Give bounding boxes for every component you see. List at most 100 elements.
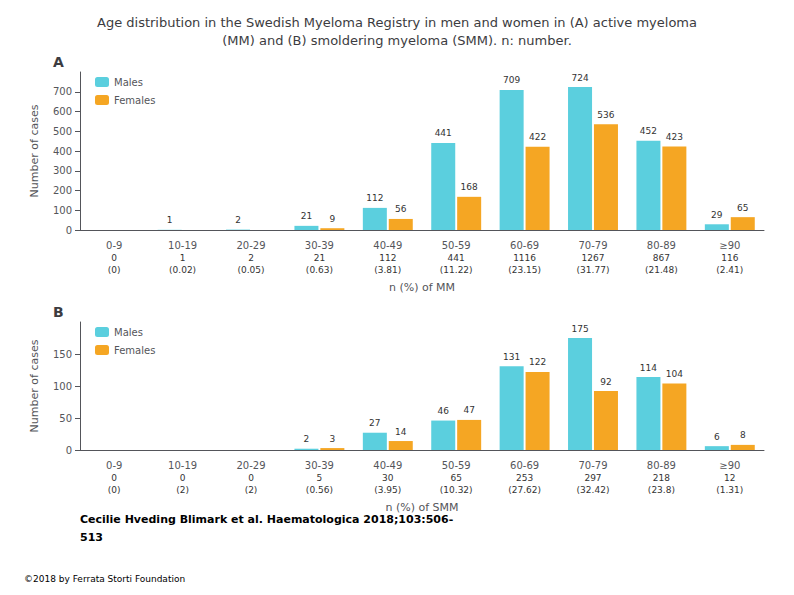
svg-text:30-39: 30-39 <box>305 460 334 471</box>
svg-text:60-69: 60-69 <box>510 240 539 251</box>
svg-text:1: 1 <box>167 215 173 225</box>
svg-text:92: 92 <box>600 377 611 387</box>
svg-text:(23.8): (23.8) <box>648 485 675 495</box>
svg-text:422: 422 <box>529 132 546 142</box>
svg-text:50-59: 50-59 <box>442 460 471 471</box>
svg-text:200: 200 <box>53 185 72 196</box>
svg-text:0: 0 <box>111 253 117 263</box>
svg-text:40-49: 40-49 <box>373 240 402 251</box>
svg-text:40-49: 40-49 <box>373 460 402 471</box>
svg-text:(32.42): (32.42) <box>577 485 610 495</box>
svg-text:21: 21 <box>301 211 312 221</box>
svg-text:70-79: 70-79 <box>578 460 607 471</box>
svg-text:300: 300 <box>53 165 72 176</box>
svg-text:(21.48): (21.48) <box>645 265 678 275</box>
svg-text:21: 21 <box>314 253 325 263</box>
svg-text:600: 600 <box>53 106 72 117</box>
svg-text:(31.77): (31.77) <box>577 265 610 275</box>
svg-text:10-19: 10-19 <box>168 240 197 251</box>
svg-text:Age distribution in the Swedis: Age distribution in the Swedish Myeloma … <box>97 15 697 30</box>
svg-text:0-9: 0-9 <box>106 240 122 251</box>
svg-text:Number of cases: Number of cases <box>28 104 41 197</box>
svg-text:30-39: 30-39 <box>305 240 334 251</box>
svg-text:(0.02): (0.02) <box>169 265 196 275</box>
svg-text:Males: Males <box>114 77 143 88</box>
svg-text:131: 131 <box>503 352 520 362</box>
svg-text:(23.15): (23.15) <box>508 265 541 275</box>
svg-text:100: 100 <box>53 205 72 216</box>
svg-text:1267: 1267 <box>582 253 605 263</box>
svg-text:65: 65 <box>450 473 461 483</box>
svg-text:423: 423 <box>666 132 683 142</box>
svg-text:0: 0 <box>248 473 254 483</box>
svg-text:(10.32): (10.32) <box>440 485 473 495</box>
svg-text:60-69: 60-69 <box>510 460 539 471</box>
svg-text:≥90: ≥90 <box>719 460 740 471</box>
svg-text:0: 0 <box>66 445 72 456</box>
svg-text:(0.05): (0.05) <box>237 265 264 275</box>
svg-text:441: 441 <box>448 253 465 263</box>
svg-text:Males: Males <box>114 327 143 338</box>
svg-text:0-9: 0-9 <box>106 460 122 471</box>
svg-text:(11.22): (11.22) <box>440 265 473 275</box>
svg-text:50: 50 <box>59 413 72 424</box>
svg-text:(27.62): (27.62) <box>508 485 541 495</box>
svg-text:150: 150 <box>53 349 72 360</box>
svg-text:(0): (0) <box>108 485 121 495</box>
svg-text:536: 536 <box>597 110 614 120</box>
svg-text:6: 6 <box>714 432 720 442</box>
svg-text:2: 2 <box>248 253 254 263</box>
svg-text:29: 29 <box>711 210 723 220</box>
svg-text:n (%) of MM: n (%) of MM <box>389 281 455 294</box>
svg-text:(2): (2) <box>245 485 258 495</box>
svg-text:30: 30 <box>382 473 394 483</box>
svg-text:0: 0 <box>66 225 72 236</box>
svg-text:0: 0 <box>180 473 186 483</box>
svg-text:Number of cases: Number of cases <box>28 339 41 432</box>
svg-text:441: 441 <box>435 128 452 138</box>
svg-text:5: 5 <box>317 473 323 483</box>
svg-text:452: 452 <box>640 126 657 136</box>
svg-text:1: 1 <box>180 253 186 263</box>
svg-text:114: 114 <box>640 363 657 373</box>
svg-text:©2018 by Ferrata Storti Founda: ©2018 by Ferrata Storti Foundation <box>24 574 185 584</box>
svg-text:(1.31): (1.31) <box>716 485 743 495</box>
svg-text:(MM) and (B) smoldering myelom: (MM) and (B) smoldering myeloma (SMM). n… <box>222 33 572 48</box>
svg-text:168: 168 <box>461 182 478 192</box>
svg-text:218: 218 <box>653 473 670 483</box>
svg-text:65: 65 <box>737 203 748 213</box>
svg-text:27: 27 <box>369 418 380 428</box>
svg-text:112: 112 <box>366 193 383 203</box>
svg-text:12: 12 <box>724 473 735 483</box>
svg-text:9: 9 <box>329 214 335 224</box>
svg-text:≥90: ≥90 <box>719 240 740 251</box>
svg-text:Cecilie Hveding Blimark et al.: Cecilie Hveding Blimark et al. Haematolo… <box>80 513 453 526</box>
svg-text:n (%) of SMM: n (%) of SMM <box>385 501 458 514</box>
svg-text:100: 100 <box>53 381 72 392</box>
svg-text:(0.56): (0.56) <box>306 485 333 495</box>
svg-text:20-29: 20-29 <box>236 460 265 471</box>
svg-text:(2): (2) <box>176 485 189 495</box>
svg-text:513: 513 <box>80 531 103 544</box>
svg-text:(3.95): (3.95) <box>374 485 401 495</box>
svg-text:(3.81): (3.81) <box>374 265 401 275</box>
svg-text:47: 47 <box>463 405 474 415</box>
svg-text:(2.41): (2.41) <box>716 265 743 275</box>
svg-text:2: 2 <box>235 215 241 225</box>
svg-text:46: 46 <box>438 406 450 416</box>
svg-text:400: 400 <box>53 146 72 157</box>
svg-text:3: 3 <box>329 434 335 444</box>
svg-text:2: 2 <box>304 434 310 444</box>
svg-text:(0.63): (0.63) <box>306 265 333 275</box>
svg-text:112: 112 <box>379 253 396 263</box>
svg-text:709: 709 <box>503 75 520 85</box>
svg-text:1116: 1116 <box>513 253 536 263</box>
svg-text:500: 500 <box>53 126 72 137</box>
svg-text:14: 14 <box>395 427 407 437</box>
svg-text:0: 0 <box>111 473 117 483</box>
svg-text:10-19: 10-19 <box>168 460 197 471</box>
svg-text:20-29: 20-29 <box>236 240 265 251</box>
svg-text:700: 700 <box>53 86 72 97</box>
svg-text:175: 175 <box>571 324 588 334</box>
svg-text:80-89: 80-89 <box>647 460 676 471</box>
